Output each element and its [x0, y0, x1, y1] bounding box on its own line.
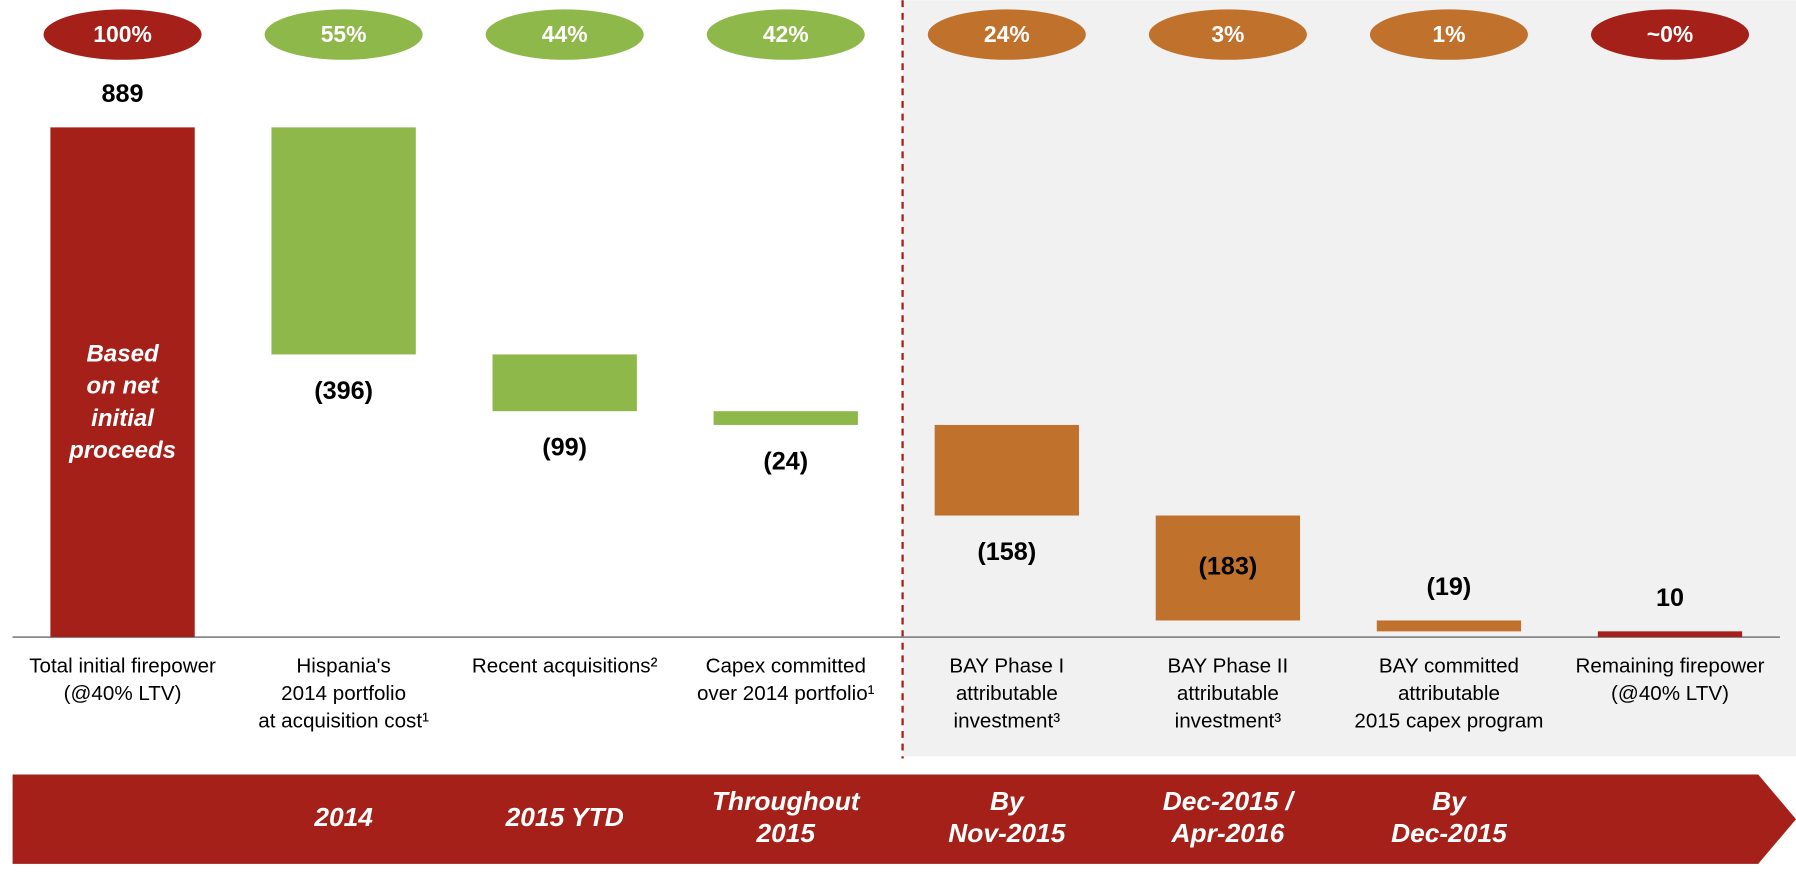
x-tick-label: (@40% LTV) — [64, 682, 182, 705]
bar — [1597, 631, 1743, 638]
percent-label: 1% — [1432, 21, 1465, 47]
percent-label: 100% — [93, 21, 152, 47]
timeline-label: Apr-2016 — [1171, 818, 1285, 848]
x-tick-label: BAY committed — [1379, 654, 1519, 677]
bar-annotation: Based — [86, 341, 159, 368]
x-tick-label: Capex committed — [706, 654, 866, 677]
percent-pill — [1369, 9, 1528, 60]
x-tick-label: Recent acquisitions² — [472, 654, 658, 677]
bar-annotation: proceeds — [68, 437, 176, 464]
value-label: 10 — [1656, 584, 1684, 612]
value-label: (158) — [977, 538, 1036, 566]
percent-pill — [1148, 9, 1307, 60]
value-label: (24) — [763, 447, 808, 475]
percent-pill — [927, 9, 1086, 60]
percent-label: 55% — [321, 21, 367, 47]
x-tick-label: 2014 portfolio — [281, 682, 406, 705]
x-tick-label: Hispania's — [296, 654, 390, 677]
percent-pill — [706, 9, 865, 60]
bar — [1376, 620, 1522, 632]
percent-label: 3% — [1211, 21, 1244, 47]
x-tick-label: over 2014 portfolio¹ — [697, 682, 875, 705]
projection-background — [902, 0, 1796, 757]
bar — [271, 127, 416, 355]
x-tick-label: attributable — [1398, 682, 1500, 705]
timeline-label: 2014 — [313, 802, 373, 832]
x-tick-label: 2015 capex program — [1354, 709, 1543, 732]
x-tick-label: investment³ — [1175, 709, 1282, 732]
bar — [1155, 515, 1301, 621]
timeline-label: Nov-2015 — [948, 818, 1065, 848]
percent-pill — [1590, 9, 1750, 60]
bar-annotation: initial — [91, 405, 155, 432]
timeline-label: By — [990, 786, 1025, 816]
percent-label: 24% — [984, 21, 1030, 47]
value-label: (183) — [1198, 553, 1257, 581]
bar — [50, 127, 195, 638]
x-tick-label: attributable — [1177, 682, 1279, 705]
percent-pill — [485, 9, 644, 60]
value-label: (19) — [1427, 573, 1472, 601]
x-tick-label: Remaining firepower — [1575, 654, 1764, 677]
x-tick-label: at acquisition cost¹ — [258, 709, 429, 732]
x-tick-label: BAY Phase I — [949, 654, 1064, 677]
value-label: 889 — [102, 80, 144, 108]
bar-annotation: on net — [86, 373, 159, 400]
percent-pill — [43, 9, 202, 60]
value-label: (99) — [542, 434, 587, 462]
x-tick-label: attributable — [956, 682, 1058, 705]
percent-pill — [264, 9, 423, 60]
timeline-label: Throughout — [712, 786, 861, 816]
x-tick-label: Total initial firepower — [29, 654, 216, 677]
timeline-label: 2015 — [755, 818, 815, 848]
timeline-label: By — [1432, 786, 1467, 816]
timeline-arrow — [12, 774, 1796, 864]
timeline-label: Dec-2015 / — [1163, 786, 1296, 816]
timeline-label: Dec-2015 — [1391, 818, 1507, 848]
x-tick-label: (@40% LTV) — [1611, 682, 1729, 705]
x-tick-label: investment³ — [954, 709, 1061, 732]
bar — [934, 424, 1079, 516]
bar — [713, 411, 858, 425]
percent-label: ~0% — [1647, 21, 1693, 47]
percent-label: 44% — [542, 21, 588, 47]
value-label: (396) — [314, 377, 373, 405]
x-tick-label: BAY Phase II — [1168, 654, 1289, 677]
percent-label: 42% — [763, 21, 809, 47]
timeline-label: 2015 YTD — [505, 802, 624, 832]
bar — [492, 354, 637, 412]
